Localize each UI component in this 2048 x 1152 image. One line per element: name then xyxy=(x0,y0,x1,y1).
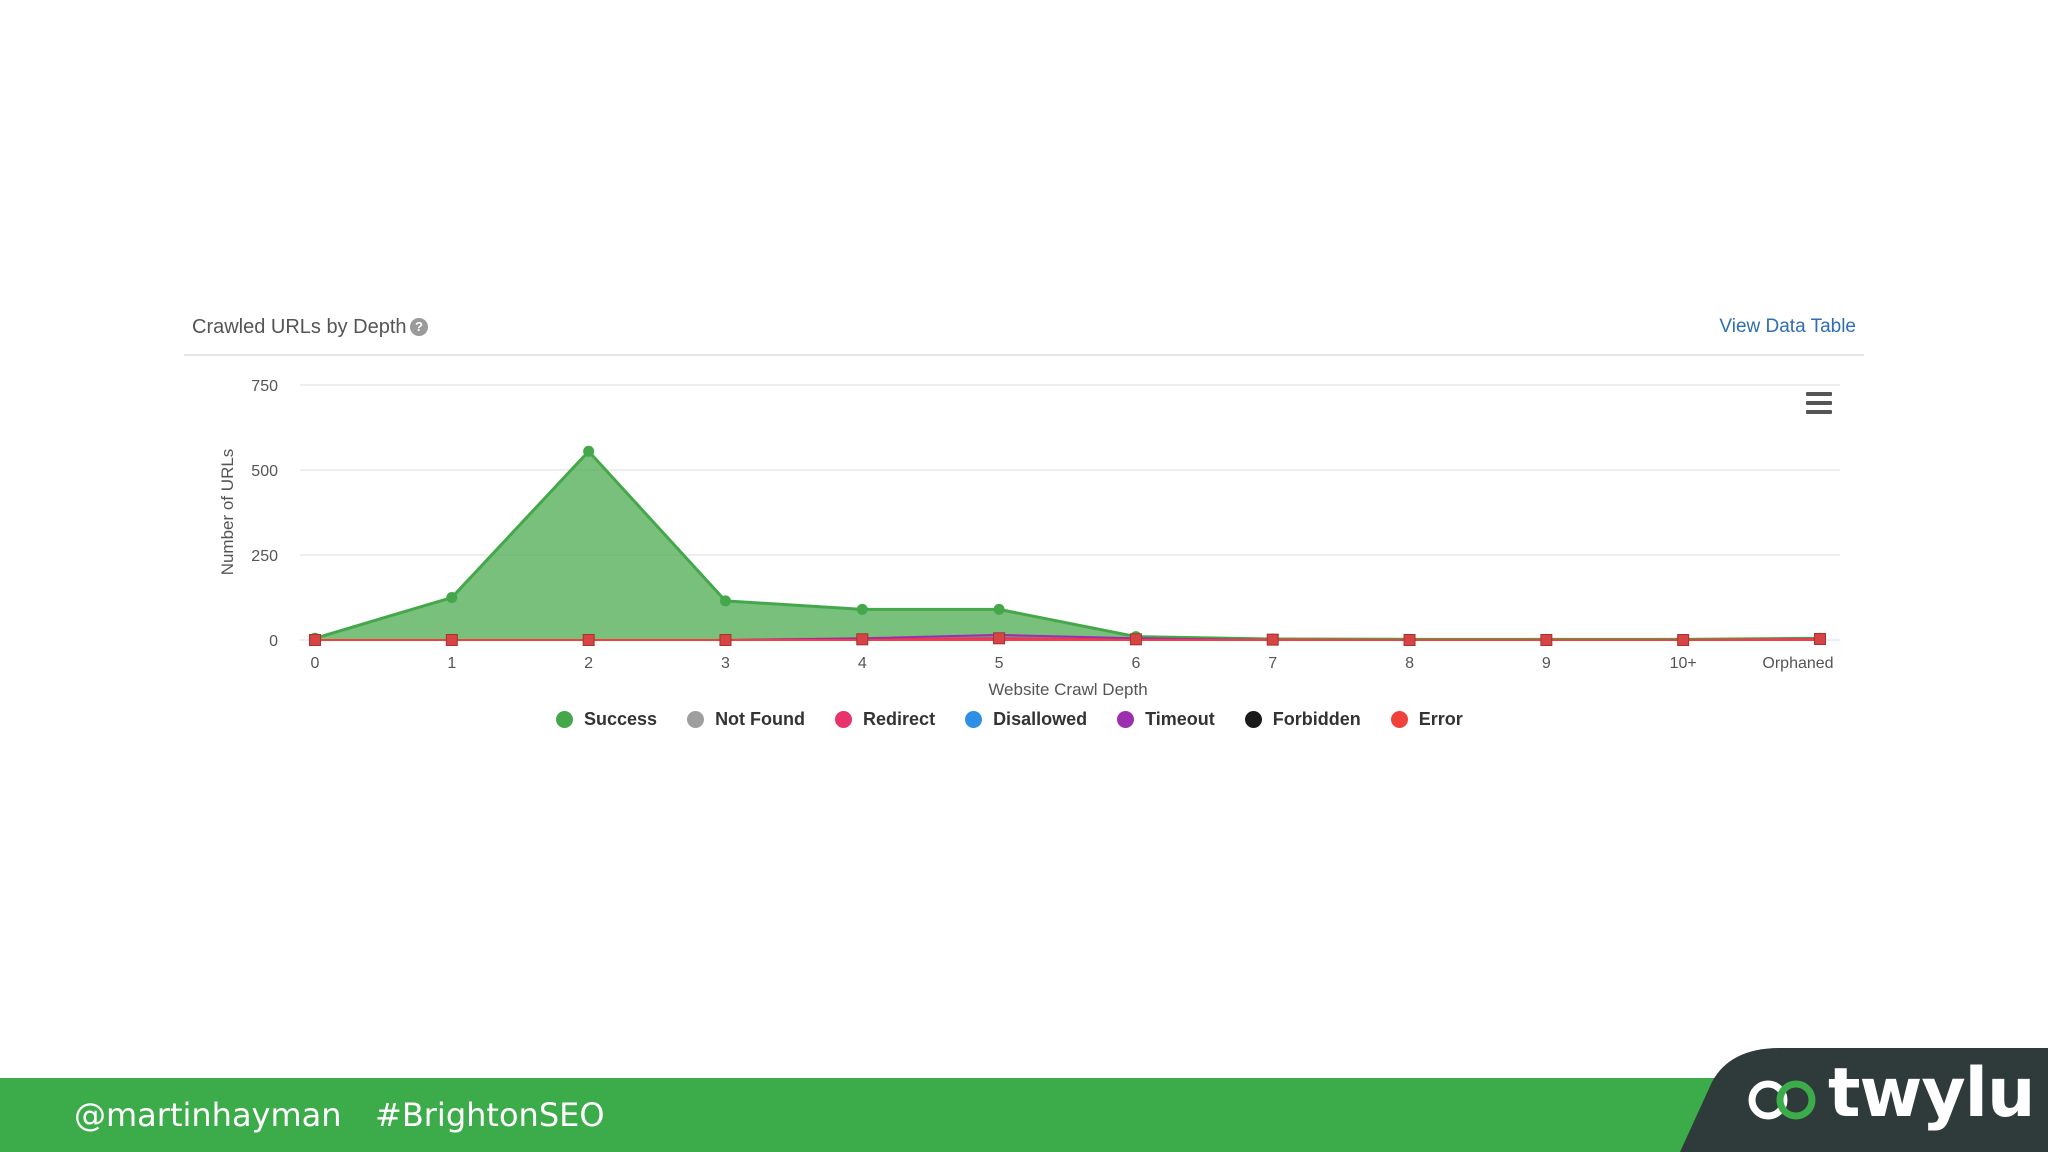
legend-label: Forbidden xyxy=(1272,708,1361,729)
help-icon[interactable]: ? xyxy=(410,318,428,336)
point-baseline xyxy=(1540,634,1553,646)
series-points xyxy=(309,445,1826,646)
x-tick-label: 4 xyxy=(858,655,867,672)
view-data-table-link[interactable]: View Data Table xyxy=(1719,316,1856,337)
x-tick-label: 7 xyxy=(1268,655,1277,672)
legend-item-forbidden[interactable]: Forbidden xyxy=(1244,708,1361,730)
point-baseline xyxy=(309,634,321,646)
y-axis-ticks: 0 250 500 750 xyxy=(251,378,278,650)
legend-item-disallowed[interactable]: Disallowed xyxy=(965,709,1087,730)
point-success xyxy=(719,595,731,607)
legend-marker-forbidden xyxy=(1244,710,1262,728)
hamburger-menu-icon[interactable] xyxy=(1806,392,1832,414)
legend-label: Redirect xyxy=(863,708,936,729)
x-tick-label: 3 xyxy=(721,655,730,672)
x-tick-label: 10+ xyxy=(1670,655,1697,672)
legend-item-error[interactable]: Error xyxy=(1390,708,1463,730)
point-baseline xyxy=(1814,632,1826,645)
x-tick-label: 8 xyxy=(1405,655,1414,672)
menu-bar-2 xyxy=(1806,401,1832,405)
point-baseline xyxy=(993,632,1006,645)
twitter-handle: @martinhayman xyxy=(74,1096,342,1134)
x-axis-title: Website Crawl Depth xyxy=(988,680,1147,699)
point-baseline xyxy=(856,633,869,646)
y-tick-label: 750 xyxy=(251,378,278,395)
point-baseline xyxy=(1266,633,1279,646)
point-baseline xyxy=(1403,634,1416,646)
y-axis-title: Number of URLs xyxy=(218,449,237,576)
x-axis-ticks: 0 1 2 3 4 5 6 7 8 9 10+ Orphaned xyxy=(311,655,1834,672)
area-chart: 0 250 500 750 0 1 2 3 4 5 6 7 8 9 10+ Orphaned Website… xyxy=(218,378,1840,699)
legend-marker-disallowed xyxy=(965,710,983,728)
chart-legend: Success Not Found Redirect Disallowed Timeou… xyxy=(556,706,1493,732)
legend-label: Error xyxy=(1418,708,1463,729)
legend-item-success[interactable]: Success xyxy=(556,709,657,730)
x-tick-label: Orphaned xyxy=(1762,655,1833,672)
point-success xyxy=(856,603,868,615)
point-baseline xyxy=(1129,633,1142,646)
x-tick-label: 6 xyxy=(1131,655,1140,672)
legend-marker-error xyxy=(1390,710,1408,728)
y-tick-label: 0 xyxy=(269,633,278,650)
series-areas xyxy=(315,451,1820,640)
y-tick-label: 500 xyxy=(251,463,278,480)
legend-marker-timeout xyxy=(1117,710,1135,728)
x-tick-label: 5 xyxy=(995,655,1004,672)
x-tick-label: 1 xyxy=(447,655,456,672)
point-baseline xyxy=(719,634,732,646)
area-success xyxy=(315,451,1820,640)
series-lines xyxy=(314,449,1821,641)
point-success xyxy=(993,603,1005,615)
x-tick-label: 0 xyxy=(311,655,320,672)
brand-wordmark: twylu xyxy=(1828,1054,2035,1133)
point-success xyxy=(446,592,458,603)
legend-label: Timeout xyxy=(1145,708,1215,729)
point-baseline xyxy=(1677,634,1690,646)
legend-marker-not-found xyxy=(687,710,705,728)
menu-bar-3 xyxy=(1806,410,1832,414)
chart-panel-header: Crawled URLs by Depth ? View Data Table xyxy=(184,300,1864,356)
legend-item-not-found[interactable]: Not Found xyxy=(687,709,805,730)
x-tick-label: 9 xyxy=(1542,655,1551,672)
point-success xyxy=(583,445,595,457)
chart-title: Crawled URLs by Depth xyxy=(192,316,407,338)
legend-item-timeout[interactable]: Timeout xyxy=(1117,709,1215,730)
x-tick-label: 2 xyxy=(584,655,593,672)
event-hashtag: #BrightonSEO xyxy=(375,1096,605,1134)
menu-bar-1 xyxy=(1806,392,1832,396)
y-tick-label: 250 xyxy=(251,548,278,565)
point-baseline xyxy=(582,634,595,646)
legend-marker-redirect xyxy=(835,710,853,728)
legend-marker-success xyxy=(556,710,573,728)
point-baseline xyxy=(445,634,458,646)
legend-item-redirect[interactable]: Redirect xyxy=(835,709,935,730)
legend-label: Not Found xyxy=(715,708,806,729)
legend-label: Disallowed xyxy=(993,708,1088,729)
legend-label: Success xyxy=(584,708,658,729)
